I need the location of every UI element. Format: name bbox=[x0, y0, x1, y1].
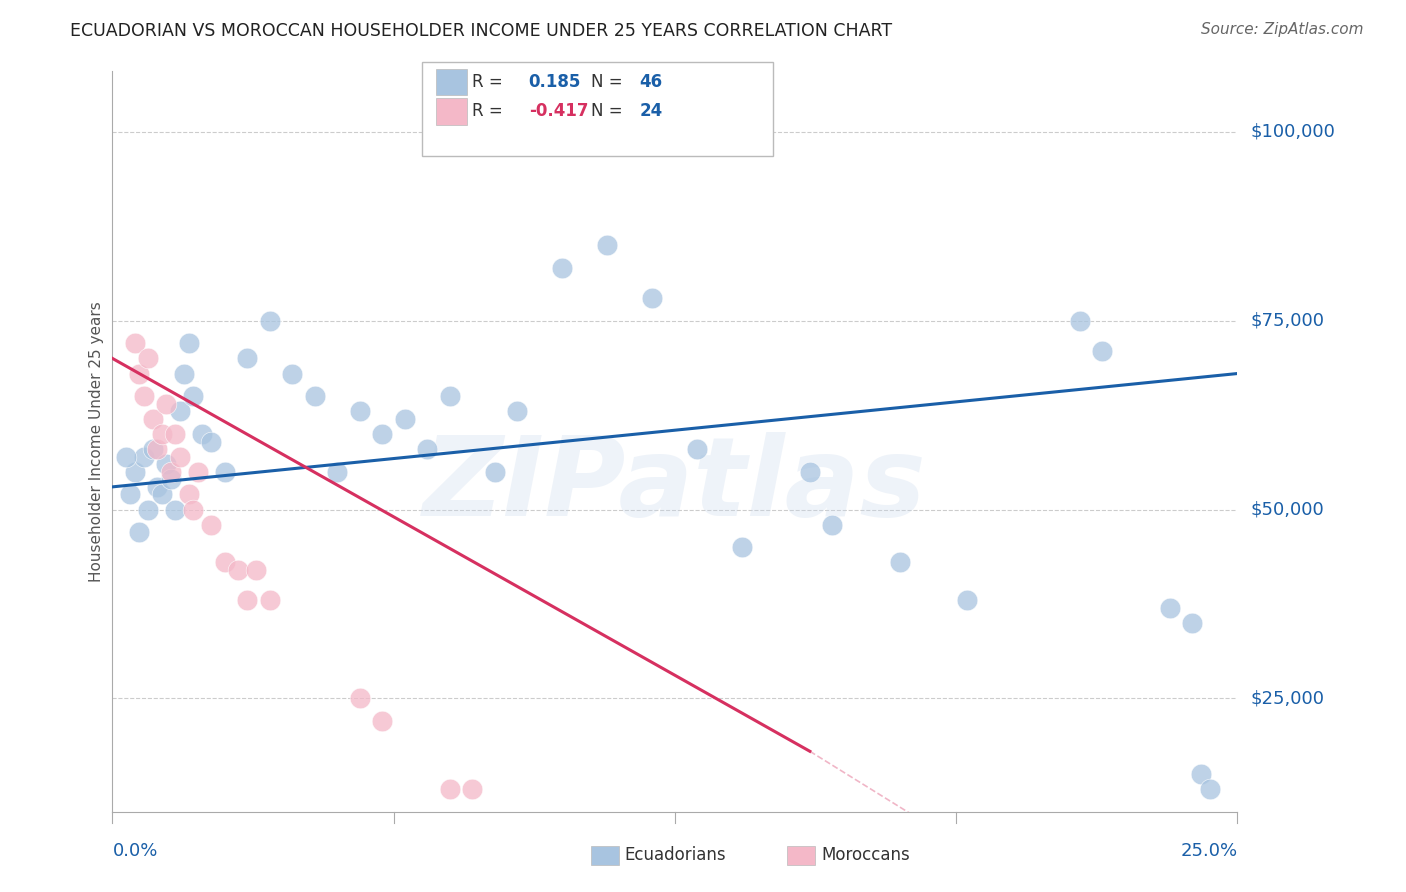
Point bbox=[371, 427, 394, 442]
Point bbox=[349, 691, 371, 706]
Point bbox=[506, 404, 529, 418]
Point bbox=[200, 434, 222, 449]
Point bbox=[1069, 313, 1091, 327]
Point bbox=[120, 487, 142, 501]
Point bbox=[155, 397, 177, 411]
Point bbox=[1199, 782, 1222, 797]
Point bbox=[236, 351, 259, 366]
Point bbox=[821, 517, 844, 532]
Point bbox=[165, 502, 187, 516]
Point bbox=[214, 465, 236, 479]
Text: N =: N = bbox=[591, 103, 621, 120]
Text: R =: R = bbox=[472, 73, 503, 91]
Point bbox=[173, 367, 195, 381]
Point bbox=[439, 782, 461, 797]
Point bbox=[799, 465, 821, 479]
Point bbox=[956, 593, 979, 607]
Point bbox=[889, 556, 911, 570]
Text: Source: ZipAtlas.com: Source: ZipAtlas.com bbox=[1201, 22, 1364, 37]
Point bbox=[183, 502, 205, 516]
Text: ZIPatlas: ZIPatlas bbox=[423, 433, 927, 540]
Point bbox=[177, 487, 200, 501]
Point bbox=[349, 404, 371, 418]
Point bbox=[228, 563, 250, 577]
Text: N =: N = bbox=[591, 73, 621, 91]
Point bbox=[150, 427, 173, 442]
Point bbox=[132, 389, 155, 403]
Text: 25.0%: 25.0% bbox=[1180, 842, 1237, 860]
Text: Moroccans: Moroccans bbox=[821, 847, 910, 864]
Point bbox=[439, 389, 461, 403]
Point bbox=[160, 472, 183, 486]
Point bbox=[641, 291, 664, 305]
Point bbox=[177, 336, 200, 351]
Point bbox=[187, 465, 209, 479]
Point bbox=[1181, 615, 1204, 630]
Text: -0.417: -0.417 bbox=[529, 103, 588, 120]
Point bbox=[245, 563, 267, 577]
Point bbox=[146, 442, 169, 456]
Point bbox=[124, 336, 146, 351]
Point bbox=[142, 412, 165, 426]
Point bbox=[1189, 767, 1212, 781]
Point bbox=[138, 351, 160, 366]
Point bbox=[686, 442, 709, 456]
Point bbox=[146, 480, 169, 494]
Point bbox=[142, 442, 165, 456]
Text: Ecuadorians: Ecuadorians bbox=[624, 847, 725, 864]
Point bbox=[115, 450, 138, 464]
Point bbox=[160, 465, 183, 479]
Y-axis label: Householder Income Under 25 years: Householder Income Under 25 years bbox=[89, 301, 104, 582]
Point bbox=[551, 260, 574, 275]
Text: $75,000: $75,000 bbox=[1251, 311, 1324, 330]
Text: $50,000: $50,000 bbox=[1251, 500, 1324, 518]
Text: 24: 24 bbox=[640, 103, 664, 120]
Point bbox=[281, 367, 304, 381]
Text: $25,000: $25,000 bbox=[1251, 690, 1324, 707]
Point bbox=[200, 517, 222, 532]
Point bbox=[259, 593, 281, 607]
Point bbox=[236, 593, 259, 607]
Point bbox=[326, 465, 349, 479]
Point bbox=[1091, 343, 1114, 358]
Point bbox=[169, 450, 191, 464]
Point bbox=[183, 389, 205, 403]
Point bbox=[128, 367, 150, 381]
Point bbox=[1159, 600, 1181, 615]
Point bbox=[128, 525, 150, 540]
Point bbox=[259, 313, 281, 327]
Point bbox=[416, 442, 439, 456]
Text: R =: R = bbox=[472, 103, 503, 120]
Point bbox=[484, 465, 506, 479]
Text: 0.185: 0.185 bbox=[529, 73, 581, 91]
Point bbox=[461, 782, 484, 797]
Text: ECUADORIAN VS MOROCCAN HOUSEHOLDER INCOME UNDER 25 YEARS CORRELATION CHART: ECUADORIAN VS MOROCCAN HOUSEHOLDER INCOM… bbox=[70, 22, 893, 40]
Point bbox=[596, 238, 619, 252]
Point bbox=[132, 450, 155, 464]
Point bbox=[371, 714, 394, 728]
Point bbox=[138, 502, 160, 516]
Point bbox=[155, 457, 177, 471]
Text: 46: 46 bbox=[640, 73, 662, 91]
Point bbox=[124, 465, 146, 479]
Point bbox=[169, 404, 191, 418]
Text: $100,000: $100,000 bbox=[1251, 123, 1336, 141]
Point bbox=[165, 427, 187, 442]
Point bbox=[394, 412, 416, 426]
Point bbox=[731, 541, 754, 555]
Point bbox=[191, 427, 214, 442]
Point bbox=[150, 487, 173, 501]
Text: 0.0%: 0.0% bbox=[112, 842, 157, 860]
Point bbox=[214, 556, 236, 570]
Point bbox=[304, 389, 326, 403]
